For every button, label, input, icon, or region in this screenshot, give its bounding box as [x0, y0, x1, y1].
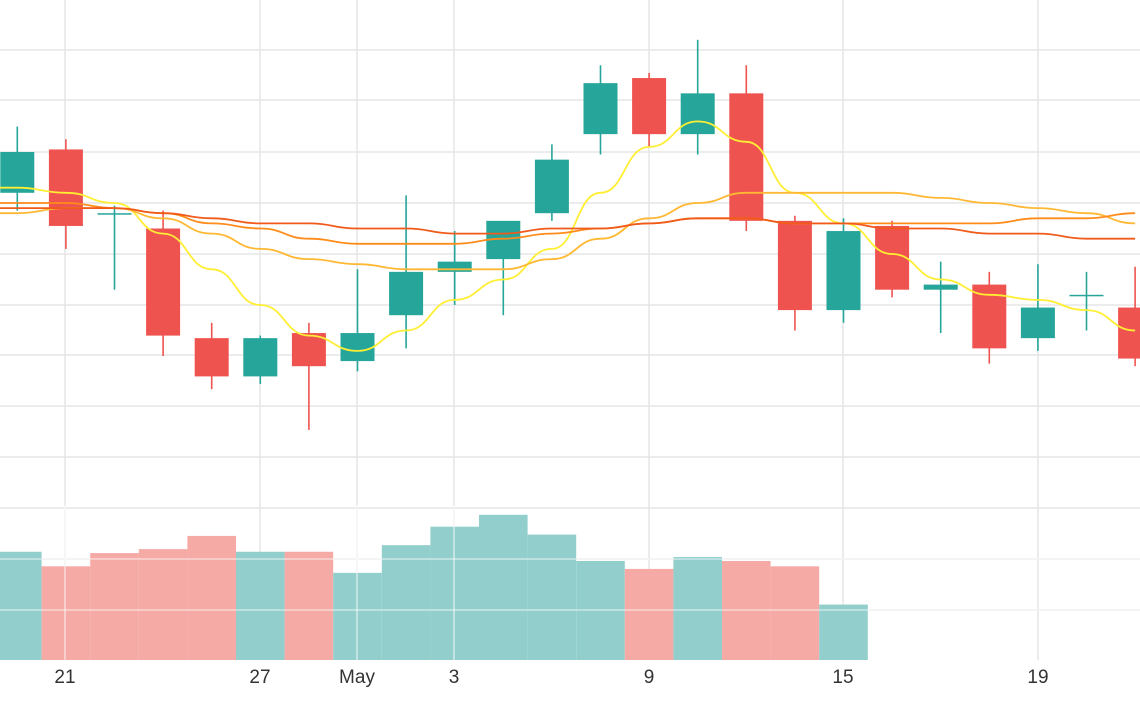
- candle: [243, 335, 278, 385]
- candle: [826, 218, 861, 323]
- candle-body: [0, 152, 35, 193]
- candle: [632, 72, 667, 147]
- volume-bar: [187, 535, 236, 660]
- candle-body: [194, 338, 229, 377]
- candle: [194, 322, 229, 390]
- volume-bar: [479, 514, 528, 660]
- candle-body: [146, 228, 181, 336]
- candle-body: [632, 78, 667, 135]
- volume-bar: [624, 568, 674, 660]
- candle-body: [97, 213, 132, 215]
- volume-bar: [284, 551, 334, 660]
- volume-bar: [770, 566, 820, 660]
- candle: [583, 65, 618, 155]
- moving-average-line: [0, 120, 1136, 352]
- candle: [1118, 266, 1140, 367]
- volume-bar: [41, 566, 91, 660]
- candle: [437, 231, 472, 305]
- candle: [1069, 271, 1104, 331]
- candle-body: [340, 333, 375, 362]
- candle: [729, 65, 764, 232]
- candle: [875, 220, 910, 298]
- candle: [923, 261, 958, 334]
- candle-body: [243, 338, 278, 377]
- moving-average-lines: [0, 120, 1136, 352]
- candle-body: [826, 231, 861, 311]
- volume-bars: [0, 505, 1140, 660]
- volume-bar: [819, 604, 868, 660]
- volume-bar: [236, 551, 285, 660]
- candle-body: [680, 93, 715, 135]
- candle-body: [48, 149, 83, 226]
- x-tick-label: 9: [644, 667, 655, 688]
- candle-body: [1069, 294, 1104, 297]
- x-tick-label: 19: [1027, 667, 1048, 688]
- candle: [146, 210, 181, 356]
- candle-body: [1118, 307, 1140, 359]
- volume-bar: [527, 534, 577, 660]
- volume-bar: [0, 551, 42, 660]
- candle-body: [437, 261, 472, 272]
- x-tick-label: 3: [449, 667, 460, 688]
- candle-body: [875, 225, 910, 290]
- candle: [1020, 264, 1055, 351]
- candle: [48, 139, 83, 249]
- moving-average-line: [0, 207, 1136, 240]
- candle-body: [291, 333, 326, 367]
- volume-bar: [381, 545, 431, 660]
- volume-bar: [673, 557, 722, 660]
- x-tick-label: 27: [249, 667, 270, 688]
- candle: [97, 205, 132, 290]
- x-tick-label: May: [339, 667, 375, 688]
- candle: [291, 322, 326, 430]
- x-tick-label: 15: [832, 667, 853, 688]
- candle: [534, 144, 569, 221]
- candle: [777, 215, 812, 331]
- candle-body: [583, 83, 618, 135]
- candle-body: [389, 271, 424, 316]
- candle-body: [729, 93, 764, 221]
- candle: [680, 39, 715, 155]
- candle-body: [777, 220, 812, 311]
- x-axis: 21 27 May 3 9 15 19: [54, 667, 1048, 688]
- moving-average-line: [0, 191, 1136, 271]
- candle-body: [1020, 307, 1055, 339]
- volume-bar: [138, 549, 188, 660]
- volume-bar: [90, 553, 139, 660]
- candle: [0, 126, 35, 211]
- candle: [340, 269, 375, 372]
- candle-body: [534, 159, 569, 214]
- candles: [0, 39, 1140, 430]
- candle: [389, 195, 424, 349]
- x-tick-label: 21: [54, 667, 75, 688]
- moving-average-line: [0, 202, 1136, 245]
- candle: [972, 271, 1007, 364]
- candle-body: [923, 284, 958, 290]
